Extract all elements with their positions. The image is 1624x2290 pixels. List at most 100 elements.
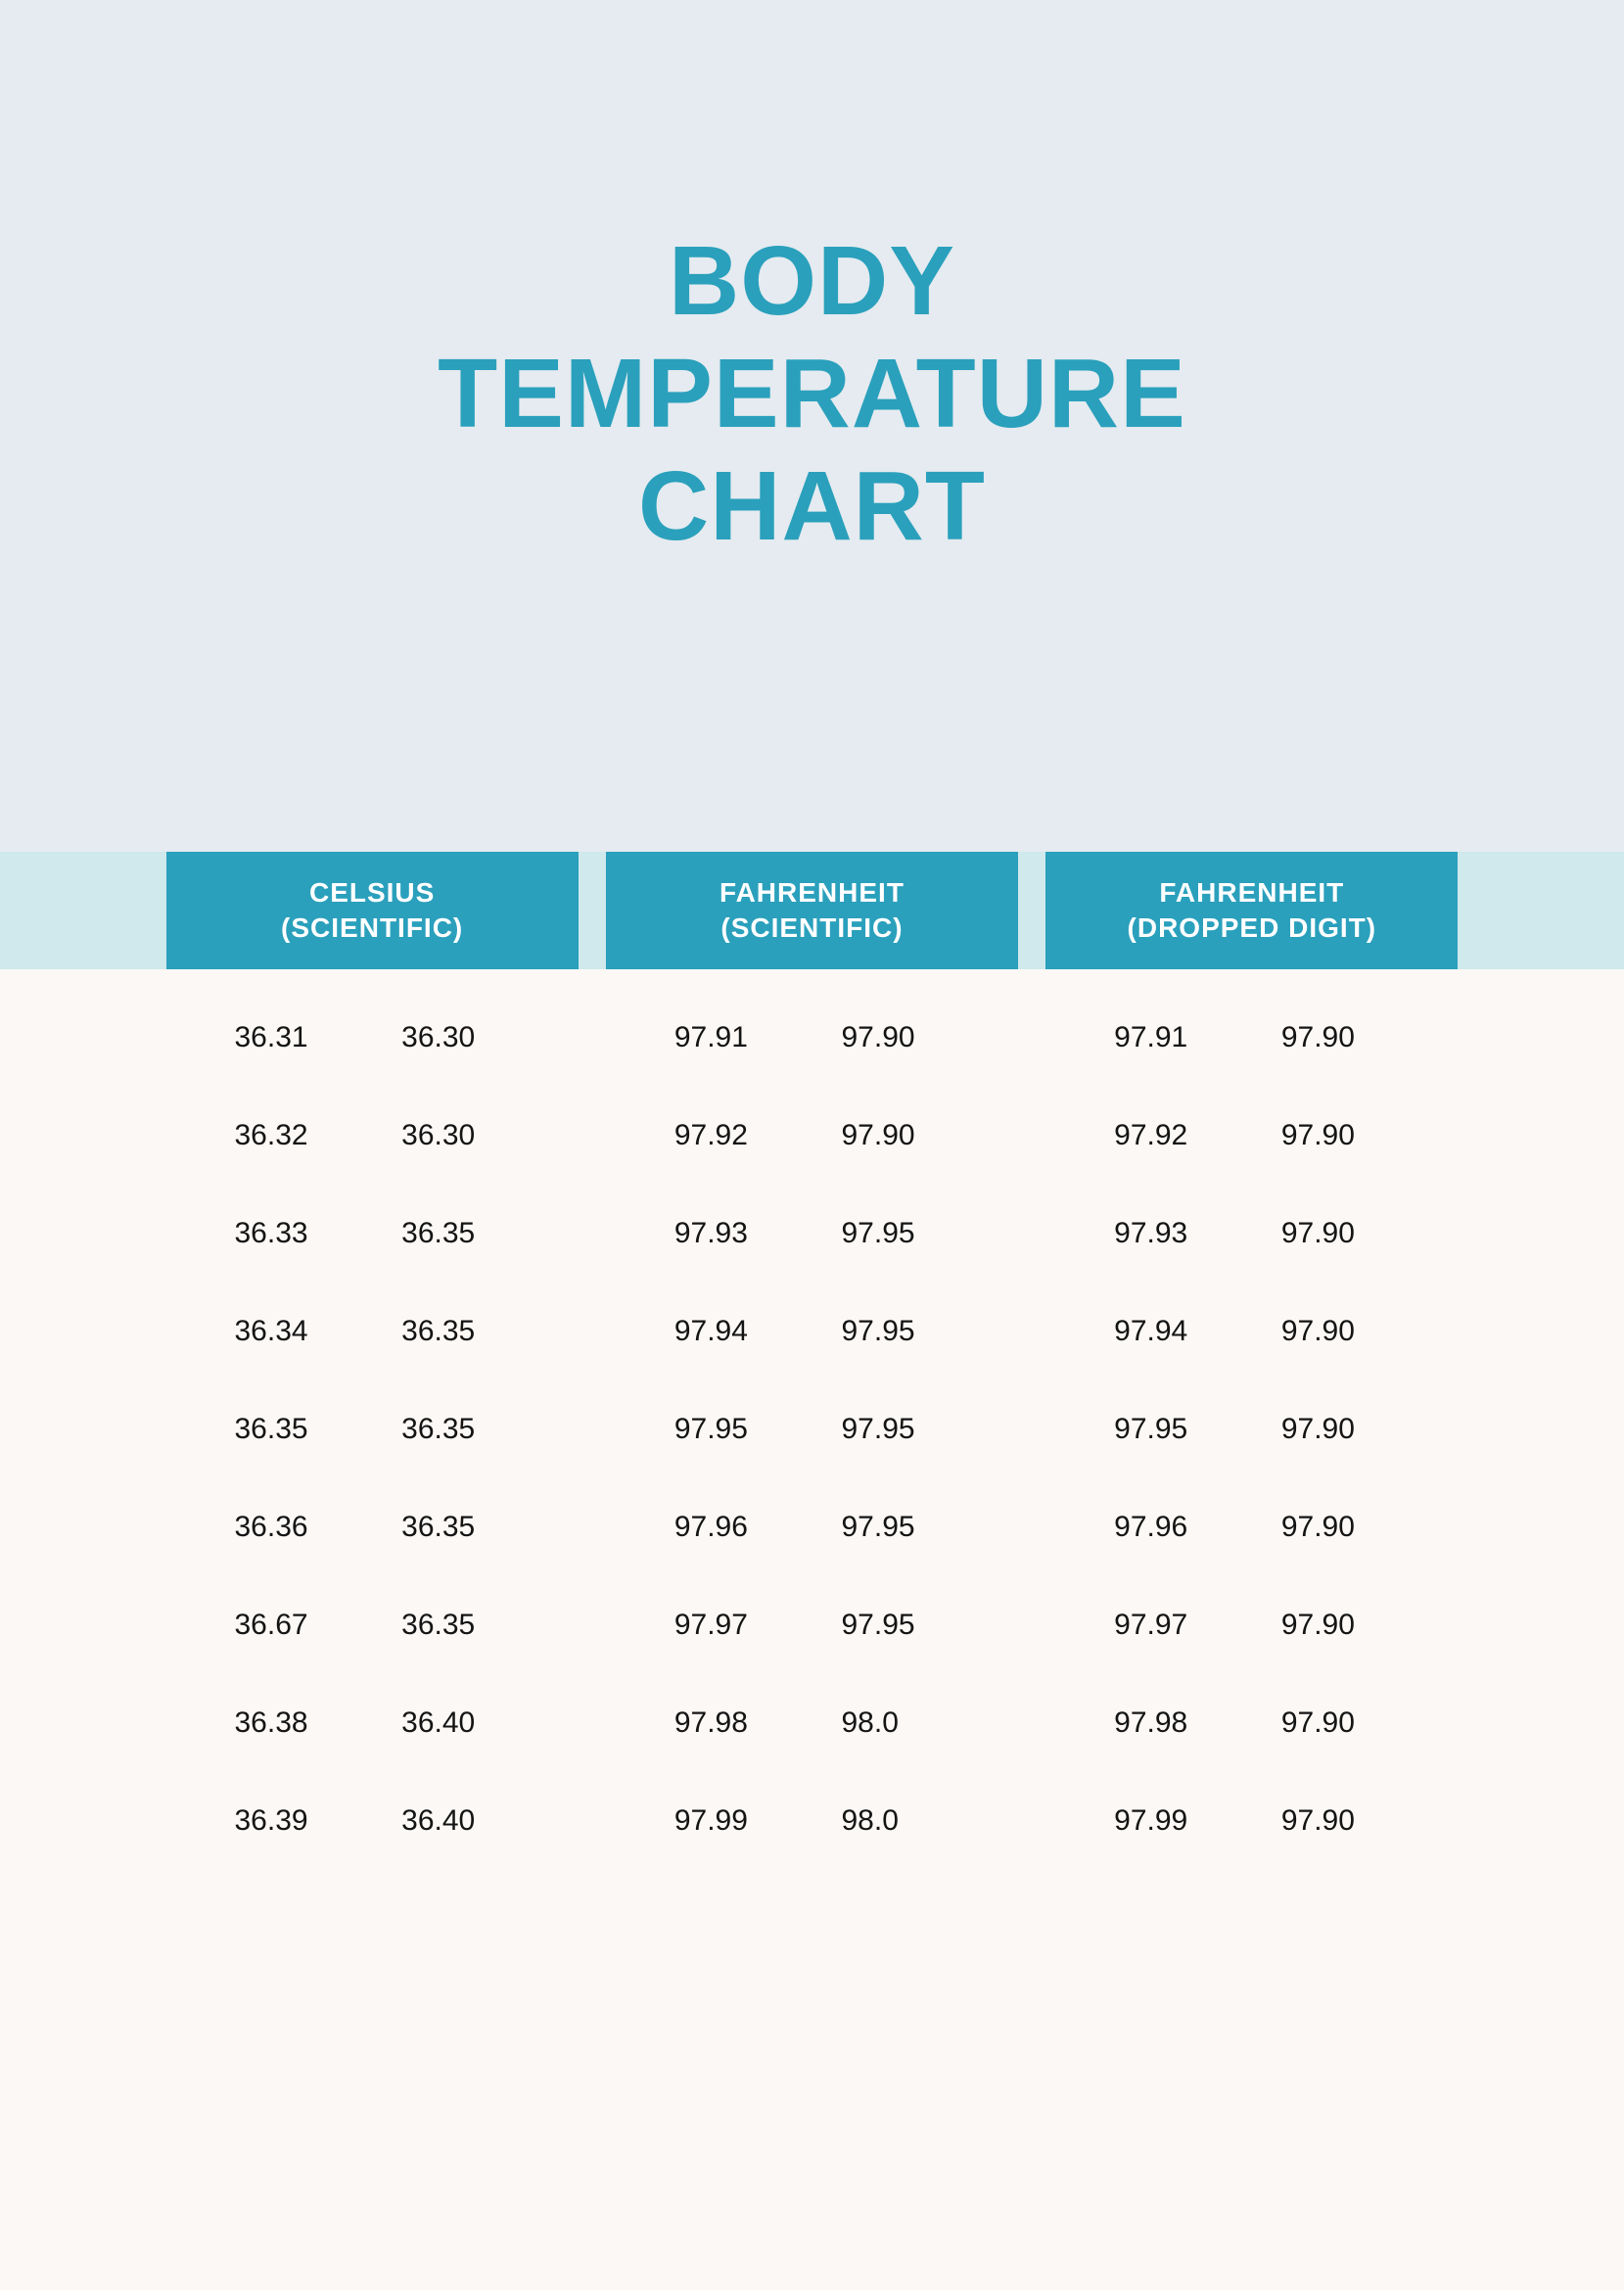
cell-value: 97.96 (1075, 1511, 1262, 1544)
cell-value: 36.40 (382, 1706, 549, 1740)
cell-value: 97.94 (1075, 1315, 1262, 1348)
cell-pair-fahrenheit-scientific: 97.9197.90 (606, 1021, 1018, 1054)
cell-pair-fahrenheit-dropped: 97.9497.90 (1045, 1315, 1458, 1348)
cell-value: 97.98 (635, 1706, 822, 1740)
col-header-line: CELSIUS (281, 875, 463, 911)
title-word: CHART (438, 450, 1186, 563)
cell-pair-celsius: 36.3836.40 (166, 1706, 579, 1740)
cell-value: 97.90 (1262, 1217, 1429, 1250)
cell-pair-celsius: 36.3536.35 (166, 1413, 579, 1446)
col-header-fahrenheit-scientific: FAHRENHEIT (SCIENTIFIC) (606, 852, 1018, 969)
cell-value: 36.30 (382, 1021, 549, 1054)
cell-value: 97.95 (822, 1413, 990, 1446)
cell-pair-fahrenheit-scientific: 97.9397.95 (606, 1217, 1018, 1250)
cell-value: 97.90 (822, 1021, 990, 1054)
col-header-line: FAHRENHEIT (1128, 875, 1377, 911)
cell-pair-fahrenheit-dropped: 97.9697.90 (1045, 1511, 1458, 1544)
cell-pair-fahrenheit-dropped: 97.9597.90 (1045, 1413, 1458, 1446)
cell-value: 36.36 (196, 1511, 383, 1544)
cell-value: 97.97 (1075, 1609, 1262, 1642)
col-header-line: (DROPPED DIGIT) (1128, 911, 1377, 946)
table-row: 36.3436.3597.9497.9597.9497.90 (166, 1283, 1459, 1380)
page: BODYTEMPERATURECHART CELSIUS (SCIENTIFIC… (0, 0, 1624, 2290)
cell-value: 97.90 (1262, 1511, 1429, 1544)
title-word: TEMPERATURE (438, 338, 1186, 450)
cell-pair-celsius: 36.3236.30 (166, 1119, 579, 1152)
cell-value: 97.95 (635, 1413, 822, 1446)
table-row: 36.3536.3597.9597.9597.9597.90 (166, 1380, 1459, 1478)
table-row: 36.3636.3597.9697.9597.9697.90 (166, 1478, 1459, 1576)
cell-value: 97.95 (822, 1217, 990, 1250)
col-header-line: (SCIENTIFIC) (719, 911, 905, 946)
cell-value: 97.93 (635, 1217, 822, 1250)
cell-value: 98.0 (822, 1706, 990, 1740)
cell-value: 36.40 (382, 1804, 549, 1838)
cell-pair-celsius: 36.3136.30 (166, 1021, 579, 1054)
cell-value: 97.91 (635, 1021, 822, 1054)
cell-value: 97.99 (635, 1804, 822, 1838)
cell-value: 97.95 (822, 1511, 990, 1544)
cell-value: 36.35 (382, 1217, 549, 1250)
table-row: 36.3936.4097.9998.097.9997.90 (166, 1772, 1459, 1870)
cell-value: 97.90 (1262, 1413, 1429, 1446)
cell-pair-fahrenheit-dropped: 97.9997.90 (1045, 1804, 1458, 1838)
table-row: 36.3236.3097.9297.9097.9297.90 (166, 1087, 1459, 1185)
cell-value: 36.38 (196, 1706, 383, 1740)
cell-value: 97.99 (1075, 1804, 1262, 1838)
cell-value: 36.35 (382, 1315, 549, 1348)
cell-value: 97.90 (822, 1119, 990, 1152)
cell-pair-fahrenheit-scientific: 97.9497.95 (606, 1315, 1018, 1348)
cell-value: 97.90 (1262, 1021, 1429, 1054)
cell-value: 36.30 (382, 1119, 549, 1152)
col-header-fahrenheit-dropped: FAHRENHEIT (DROPPED DIGIT) (1045, 852, 1458, 969)
cell-pair-fahrenheit-scientific: 97.9898.0 (606, 1706, 1018, 1740)
cell-value: 36.67 (196, 1609, 383, 1642)
cell-value: 97.90 (1262, 1609, 1429, 1642)
page-title: BODYTEMPERATURECHART (438, 225, 1186, 563)
cell-value: 36.39 (196, 1804, 383, 1838)
cell-value: 36.31 (196, 1021, 383, 1054)
col-header-line: (SCIENTIFIC) (281, 911, 463, 946)
temperature-table: CELSIUS (SCIENTIFIC) FAHRENHEIT (SCIENTI… (166, 852, 1459, 1870)
table-header-row: CELSIUS (SCIENTIFIC) FAHRENHEIT (SCIENTI… (166, 852, 1459, 969)
cell-value: 97.95 (822, 1315, 990, 1348)
cell-value: 97.90 (1262, 1315, 1429, 1348)
cell-value: 36.33 (196, 1217, 383, 1250)
header-band: BODYTEMPERATURECHART (0, 0, 1624, 852)
cell-value: 97.97 (635, 1609, 822, 1642)
cell-value: 97.98 (1075, 1706, 1262, 1740)
cell-pair-fahrenheit-scientific: 97.9597.95 (606, 1413, 1018, 1446)
cell-value: 97.95 (822, 1609, 990, 1642)
cell-pair-celsius: 36.3336.35 (166, 1217, 579, 1250)
cell-pair-fahrenheit-dropped: 97.9297.90 (1045, 1119, 1458, 1152)
cell-value: 97.90 (1262, 1804, 1429, 1838)
table-row: 36.3836.4097.9898.097.9897.90 (166, 1674, 1459, 1772)
table-row: 36.6736.3597.9797.9597.9797.90 (166, 1576, 1459, 1674)
cell-pair-celsius: 36.3936.40 (166, 1804, 579, 1838)
cell-value: 97.90 (1262, 1706, 1429, 1740)
cell-pair-fahrenheit-scientific: 97.9697.95 (606, 1511, 1018, 1544)
cell-pair-fahrenheit-dropped: 97.9897.90 (1045, 1706, 1458, 1740)
cell-pair-fahrenheit-dropped: 97.9397.90 (1045, 1217, 1458, 1250)
cell-value: 97.91 (1075, 1021, 1262, 1054)
table-body: 36.3136.3097.9197.9097.9197.9036.3236.30… (166, 969, 1459, 1870)
cell-value: 97.92 (635, 1119, 822, 1152)
cell-value: 98.0 (822, 1804, 990, 1838)
cell-value: 97.93 (1075, 1217, 1262, 1250)
cell-pair-celsius: 36.3636.35 (166, 1511, 579, 1544)
cell-value: 97.96 (635, 1511, 822, 1544)
cell-pair-celsius: 36.6736.35 (166, 1609, 579, 1642)
cell-value: 97.90 (1262, 1119, 1429, 1152)
title-word: BODY (438, 225, 1186, 338)
cell-pair-fahrenheit-dropped: 97.9197.90 (1045, 1021, 1458, 1054)
cell-value: 36.32 (196, 1119, 383, 1152)
cell-value: 97.92 (1075, 1119, 1262, 1152)
cell-value: 36.34 (196, 1315, 383, 1348)
cell-pair-fahrenheit-dropped: 97.9797.90 (1045, 1609, 1458, 1642)
col-header-line: FAHRENHEIT (719, 875, 905, 911)
cell-pair-celsius: 36.3436.35 (166, 1315, 579, 1348)
cell-pair-fahrenheit-scientific: 97.9998.0 (606, 1804, 1018, 1838)
cell-value: 36.35 (196, 1413, 383, 1446)
cell-pair-fahrenheit-scientific: 97.9797.95 (606, 1609, 1018, 1642)
cell-value: 36.35 (382, 1609, 549, 1642)
